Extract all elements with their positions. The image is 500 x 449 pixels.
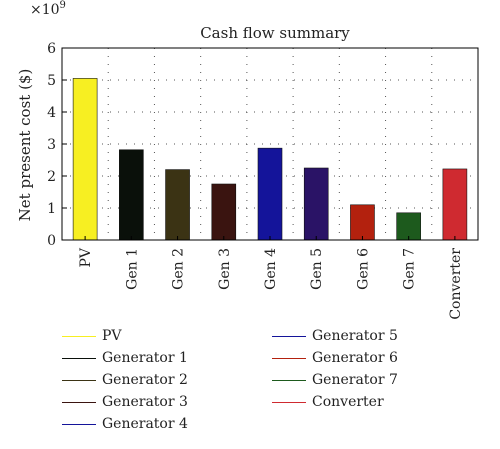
- y-tick-label: 0: [47, 233, 56, 249]
- bar-chart-svg: Cash flow summary ×109 Net present cost …: [16, 0, 479, 320]
- y-axis-label: Net present cost ($): [16, 69, 34, 222]
- y-tick-label: 5: [47, 73, 56, 89]
- legend-label: Generator 6: [312, 350, 398, 366]
- x-tick-label: Gen 7: [402, 248, 418, 290]
- bar: [165, 169, 190, 241]
- x-tick-label: Gen 2: [171, 248, 187, 290]
- legend-swatch: [272, 336, 306, 337]
- legend-swatch: [272, 358, 306, 359]
- legend-swatch: [62, 402, 96, 403]
- x-tick-label: Gen 4: [263, 248, 279, 290]
- legend-label: Generator 7: [312, 372, 398, 388]
- bar: [72, 78, 98, 241]
- bar: [303, 167, 329, 241]
- legend-swatch: [62, 424, 96, 425]
- bar: [257, 147, 283, 241]
- x-tick-label: PV: [78, 247, 94, 267]
- legend-swatch: [62, 336, 96, 337]
- bar: [350, 204, 375, 241]
- legend-label: Generator 1: [102, 350, 188, 366]
- x-tick-label: Converter: [448, 248, 464, 320]
- y-tick-label: 1: [47, 201, 56, 217]
- bar: [211, 183, 237, 241]
- x-tick-label: Gen 5: [309, 248, 325, 290]
- legend-label: Generator 3: [102, 394, 188, 410]
- legend-label: PV: [102, 328, 122, 344]
- legend-label: Generator 5: [312, 328, 398, 344]
- legend-swatch: [62, 380, 96, 381]
- legend-label: Generator 4: [102, 416, 188, 432]
- y-tick-label: 3: [47, 137, 56, 153]
- chart-title: Cash flow summary: [200, 24, 350, 42]
- legend-swatch: [62, 358, 96, 359]
- legend: PV Generator 1 Generator 2 Generator 3 Gener…: [62, 325, 482, 435]
- x-tick-label: Gen 1: [124, 248, 140, 290]
- legend-label: Generator 2: [102, 372, 188, 388]
- legend-label: Converter: [312, 394, 384, 410]
- x-tick-labels: PV Gen 1 Gen 2 Gen 3 Gen 4 Gen 5 Gen 6 Gen 7 Con…: [78, 247, 464, 320]
- y-axis-multiplier: ×109: [30, 0, 66, 18]
- y-tick-labels: 0 1 2 3 4 5 6: [47, 41, 56, 249]
- bar: [396, 212, 421, 241]
- y-axis-multiplier-base: ×10: [30, 2, 60, 18]
- x-tick-label: Gen 3: [217, 248, 233, 290]
- legend-swatch: [272, 402, 306, 403]
- y-axis-multiplier-exponent: 9: [60, 0, 66, 11]
- y-tick-label: 6: [47, 41, 56, 57]
- bars: [72, 78, 468, 241]
- y-tick-label: 2: [47, 169, 56, 185]
- y-tick-label: 4: [47, 105, 56, 121]
- axes: [61, 47, 479, 241]
- bar: [119, 149, 144, 241]
- x-tick-label: Gen 6: [355, 248, 371, 290]
- legend-swatch: [272, 380, 306, 381]
- bar: [442, 168, 468, 241]
